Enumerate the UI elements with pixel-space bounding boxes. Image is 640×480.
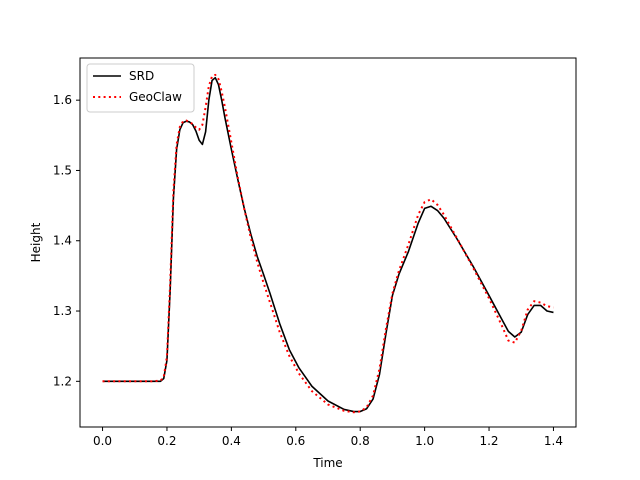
legend-label-geoclaw: GeoClaw	[129, 90, 182, 104]
x-tick-label: 0.8	[351, 434, 370, 448]
x-tick-label: 1.4	[544, 434, 563, 448]
y-tick-label: 1.3	[53, 304, 72, 318]
y-tick-label: 1.5	[53, 163, 72, 177]
series-line-srd	[102, 76, 554, 413]
series-layer	[102, 73, 554, 414]
x-tick-label: 1.2	[479, 434, 498, 448]
axes-frame	[79, 57, 577, 428]
y-axis: 1.2 1.3 1.4 1.5 1.6	[53, 93, 80, 388]
x-tick-label: 1.0	[415, 434, 434, 448]
legend-label-srd: SRD	[129, 69, 154, 83]
y-axis-label: Height	[29, 222, 43, 262]
x-tick-label: 0.2	[157, 434, 176, 448]
x-axis-label: Time	[312, 456, 342, 470]
y-tick-label: 1.6	[53, 93, 72, 107]
legend: SRD GeoClaw	[86, 63, 195, 113]
x-tick-label: 0.0	[93, 434, 112, 448]
y-tick-label: 1.4	[53, 234, 72, 248]
x-axis: 0.0 0.2 0.4 0.6 0.8 1.0 1.2 1.4	[93, 427, 563, 448]
x-tick-label: 0.6	[286, 434, 305, 448]
y-tick-label: 1.2	[53, 374, 72, 388]
x-tick-label: 0.4	[222, 434, 241, 448]
